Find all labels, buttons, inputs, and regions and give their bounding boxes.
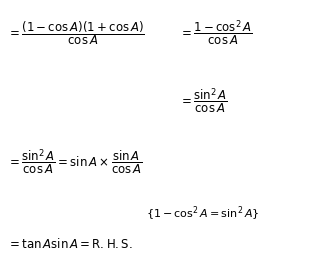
Text: $= \dfrac{1-\cos^2 A}{\cos A}$: $= \dfrac{1-\cos^2 A}{\cos A}$ [179,18,253,48]
Text: $\{1 - \cos^2 A = \sin^2 A\}$: $\{1 - \cos^2 A = \sin^2 A\}$ [146,204,260,223]
Text: $= \dfrac{\sin^2 A}{\cos A}$: $= \dfrac{\sin^2 A}{\cos A}$ [179,87,228,116]
Text: $= \dfrac{\sin^2 A}{\cos A} = \sin A \times \dfrac{\sin A}{\cos A}$: $= \dfrac{\sin^2 A}{\cos A} = \sin A \ti… [7,148,142,177]
Text: $= \tan A \sin A = \mathrm{R.H.S.}$: $= \tan A \sin A = \mathrm{R.H.S.}$ [7,237,132,251]
Text: $= \dfrac{(1-\cos A)(1+\cos A)}{\cos A}$: $= \dfrac{(1-\cos A)(1+\cos A)}{\cos A}$ [7,19,145,47]
